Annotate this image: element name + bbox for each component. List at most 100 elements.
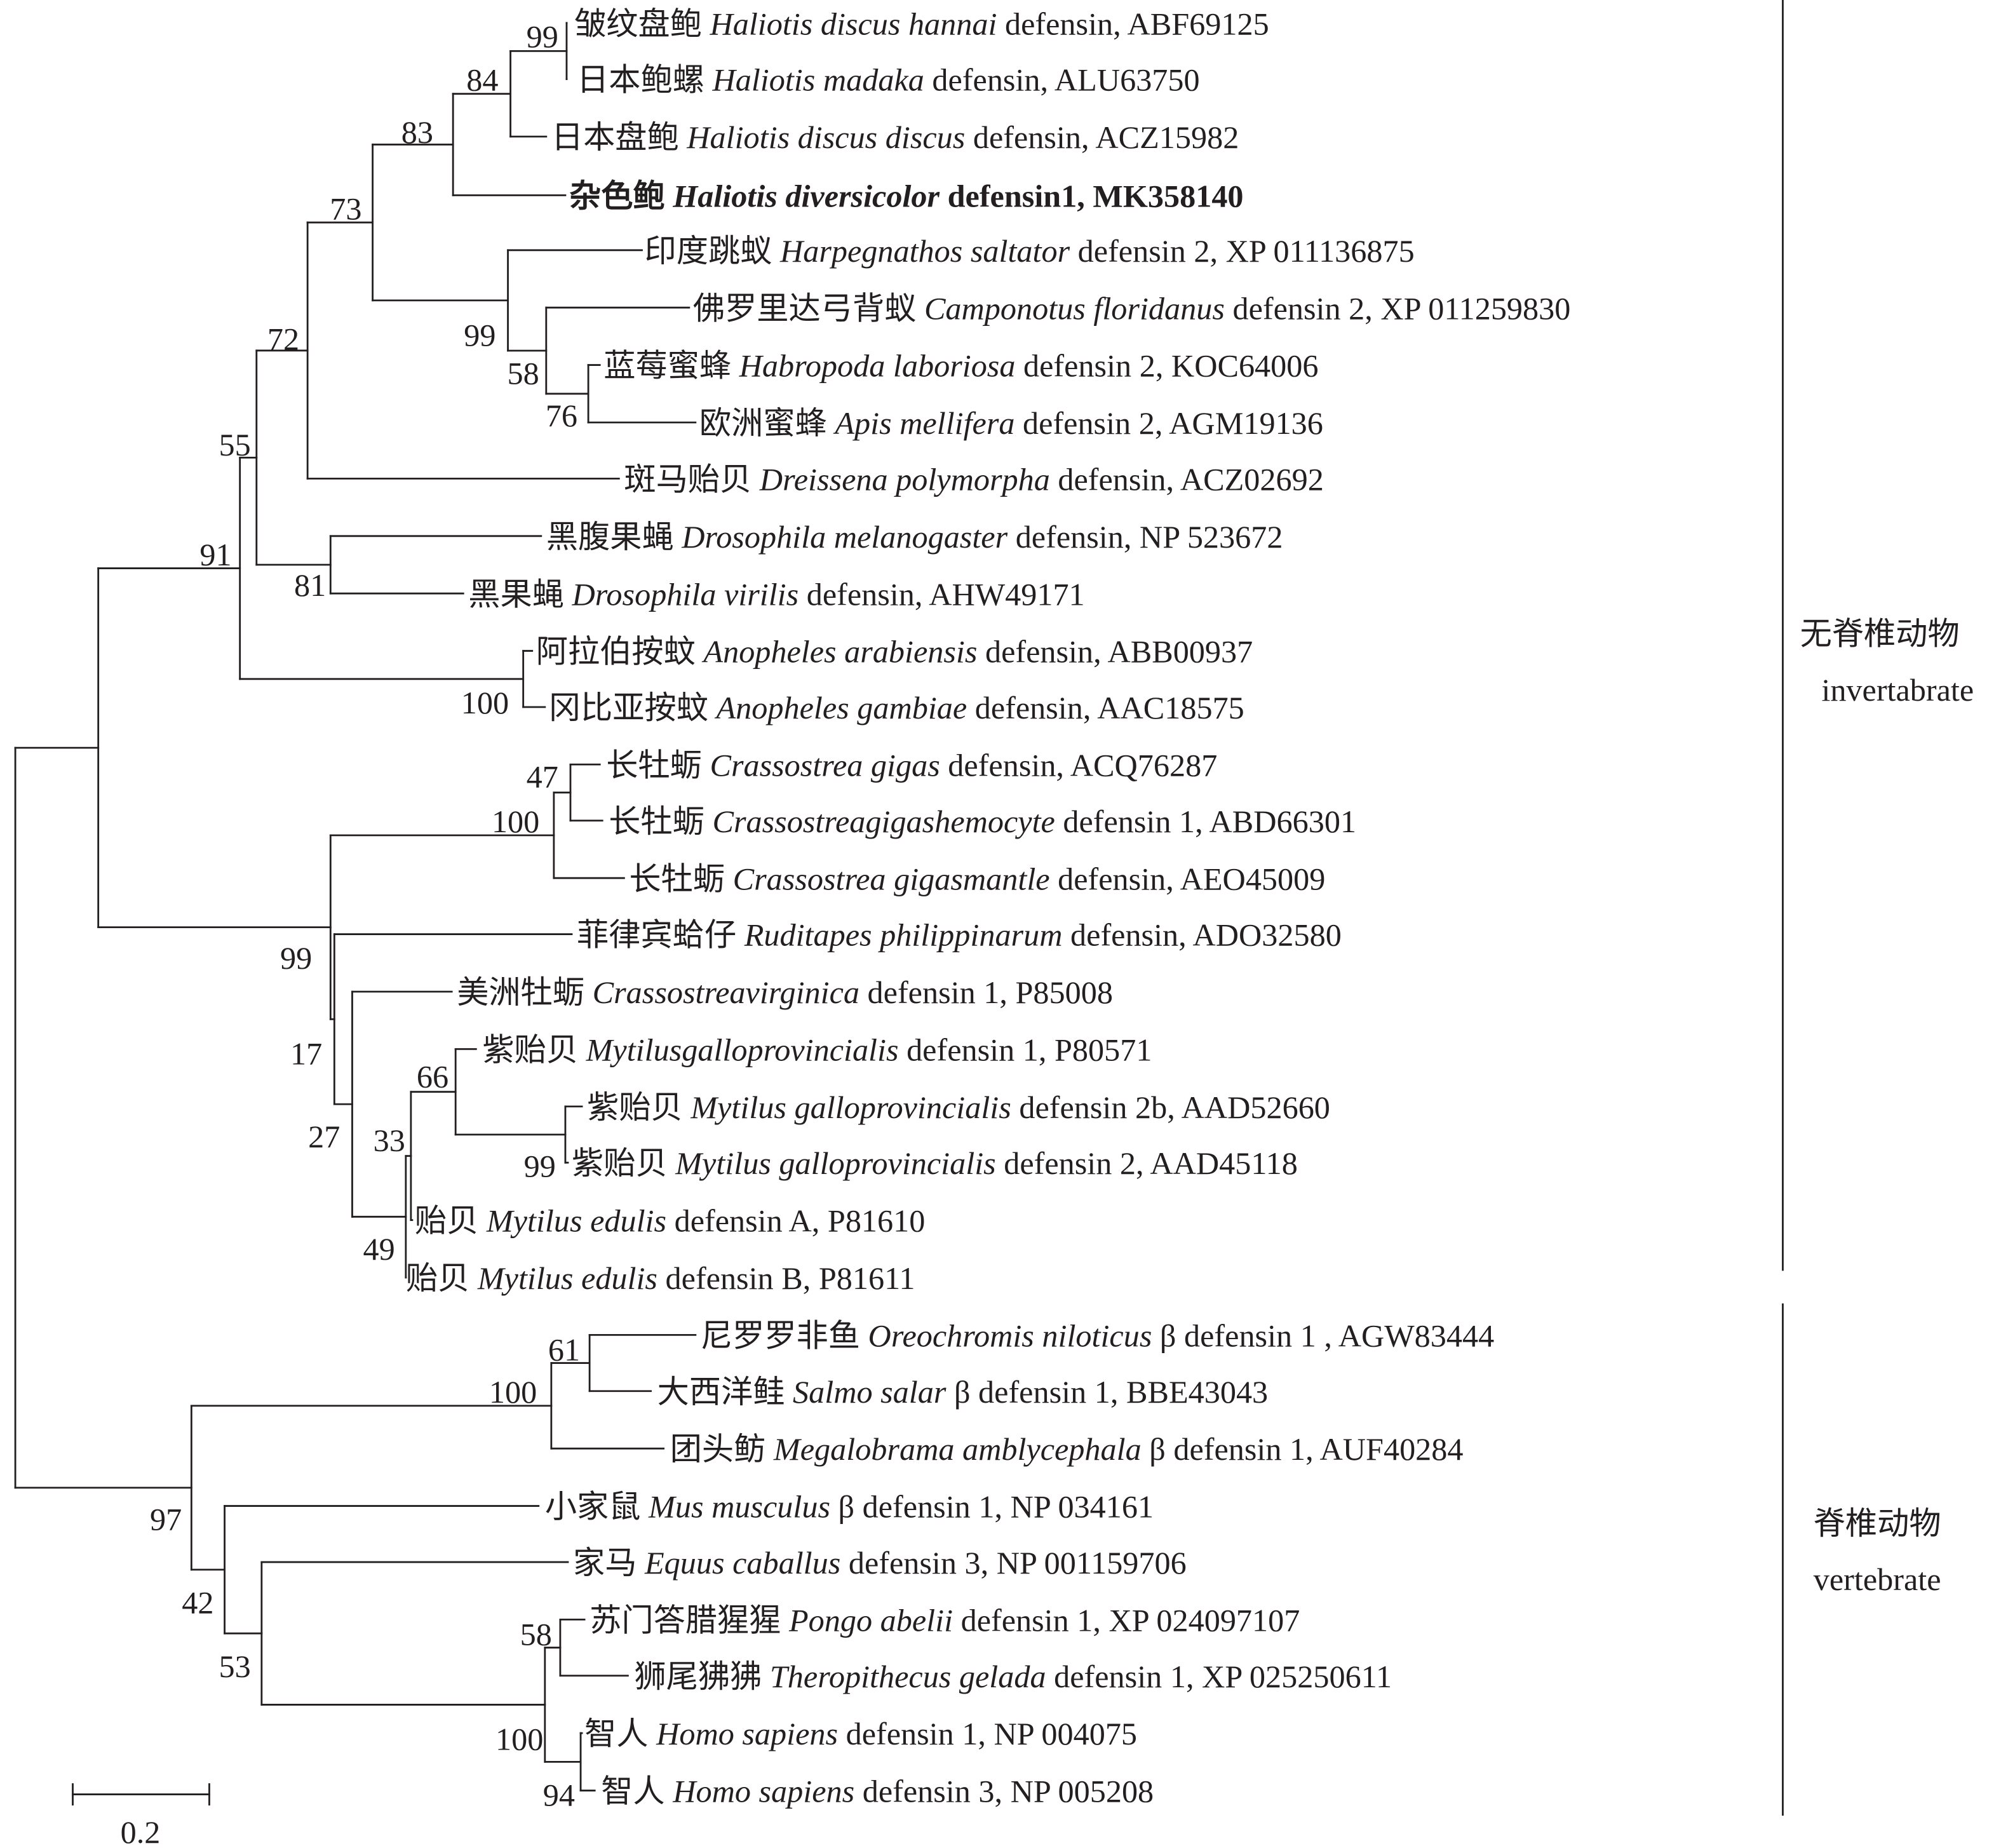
scale-bar-label: 0.2: [121, 1814, 161, 1848]
bootstrap-value-U: 17: [290, 1035, 322, 1071]
bootstrap-value-B: 84: [466, 62, 498, 98]
leaf-species-name: Pongo abelii: [788, 1602, 953, 1638]
leaf-label: 日本鲍螺 Haliotis madaka defensin, ALU63750: [577, 62, 1200, 98]
leaf-species-name: Haliotis discus hannai: [709, 6, 997, 41]
vertebrate-label-cn: 脊椎动物: [1814, 1506, 1941, 1541]
leaf-label: 皱纹盘鲍 Haliotis discus hannai defensin, AB…: [574, 6, 1269, 41]
leaf-label: 杂色鲍 Haliotis diversicolor defensin1, MK3…: [569, 178, 1244, 213]
bootstrap-value-E: 58: [508, 356, 539, 391]
bootstrap-value-X: 61: [548, 1332, 580, 1368]
leaf-species-name: Anopheles gambiae: [714, 690, 967, 725]
leaf-label: 菲律宾蛤仔 Ruditapes philippinarum defensin, …: [577, 917, 1342, 953]
leaf-description: defensin 3, NP 005208: [854, 1774, 1154, 1809]
leaf-description: defensin, ADO32580: [1062, 917, 1341, 953]
bootstrap-value-P: 99: [524, 1148, 556, 1184]
invertebrate-label-en: invertabrate: [1821, 672, 1974, 708]
leaf-species-name: Drosophila virilis: [571, 576, 798, 612]
leaf-common-name: 长牡蛎: [609, 804, 712, 839]
leaf-description: β defensin 1, BBE43043: [946, 1374, 1268, 1410]
bootstrap-value-F: 99: [464, 317, 495, 353]
leaf-description: defensin 2b, AAD52660: [1011, 1089, 1330, 1125]
leaf-species-name: Oreochromis niloticus: [868, 1318, 1152, 1353]
leaf-common-name: 贻贝: [406, 1260, 478, 1296]
leaf-label: 团头鲂 Megalobrama amblycephala β defensin …: [670, 1431, 1464, 1467]
leaf-common-name: 杂色鲍: [569, 178, 673, 213]
bootstrap-value-A: 99: [527, 18, 558, 54]
bootstrap-value-M: 47: [527, 759, 558, 795]
leaf-common-name: 小家鼠: [545, 1489, 649, 1525]
leaf-label: 日本盘鲍 Haliotis discus discus defensin, AC…: [551, 119, 1239, 155]
leaf-common-name: 紫贻贝: [482, 1032, 586, 1067]
leaf-common-name: 贻贝: [415, 1203, 487, 1239]
bootstrap-value-V: 99: [280, 940, 312, 976]
leaf-common-name: 家马: [573, 1545, 645, 1581]
leaf-species-name: Mytilus edulis: [486, 1203, 666, 1239]
leaf-label: 黑果蝇 Drosophila virilis defensin, AHW4917…: [468, 576, 1084, 612]
leaf-description: defensin, ABB00937: [977, 634, 1253, 670]
leaf-common-name: 团头鲂: [670, 1431, 774, 1467]
bootstrap-value-EE: 97: [150, 1502, 182, 1537]
leaf-label: 苏门答腊猩猩 Pongo abelii defensin 1, XP 02409…: [590, 1602, 1300, 1638]
leaf-common-name: 智人: [584, 1716, 656, 1751]
leaf-label: 印度跳蚁 Harpegnathos saltator defensin 2, X…: [645, 233, 1415, 269]
leaf-common-name: 阿拉伯按蚊: [536, 634, 704, 670]
leaf-description: defensin, ALU63750: [924, 62, 1200, 98]
leaf-species-name: Mytilus galloprovincialis: [690, 1089, 1011, 1125]
leaf-label: 长牡蛎 Crassostrea gigas defensin, ACQ76287: [606, 747, 1217, 783]
leaf-label: 斑马贻贝 Dreissena polymorpha defensin, ACZ0…: [624, 461, 1324, 497]
bootstrap-value-G: 73: [330, 191, 361, 227]
leaf-label: 智人 Homo sapiens defensin 3, NP 005208: [601, 1774, 1154, 1809]
bootstrap-value-CC: 53: [219, 1649, 251, 1684]
leaf-description: defensin 2, AAD45118: [996, 1145, 1298, 1181]
leaf-description: defensin, ACZ15982: [965, 119, 1239, 155]
vertebrate-group: 脊椎动物 vertebrate: [1782, 1303, 1941, 1816]
leaf-species-name: Salmo salar: [793, 1374, 947, 1410]
bootstrap-value-DD: 42: [182, 1584, 213, 1620]
leaf-description: defensin, ACQ76287: [940, 747, 1218, 783]
leaf-common-name: 长牡蛎: [606, 747, 710, 783]
leaf-species-name: Homo sapiens: [656, 1716, 838, 1751]
leaf-species-name: Camponotus floridanus: [924, 290, 1225, 326]
bootstrap-value-Z: 58: [520, 1617, 552, 1652]
leaf-common-name: 黑腹果蝇: [546, 519, 682, 555]
leaf-species-name: Homo sapiens: [672, 1774, 854, 1809]
bootstrap-value-K: 100: [461, 685, 509, 720]
leaf-label: 长牡蛎 Crassostreagigashemocyte defensin 1,…: [609, 804, 1356, 839]
leaf-label: 贻贝 Mytilus edulis defensin B, P81611: [406, 1260, 915, 1296]
leaf-common-name: 斑马贻贝: [624, 461, 759, 497]
leaf-common-name: 尼罗罗非鱼: [701, 1318, 868, 1353]
leaf-species-name: Drosophila melanogaster: [681, 519, 1007, 555]
bootstrap-value-T: 27: [308, 1119, 340, 1154]
leaf-common-name: 日本鲍螺: [577, 62, 712, 98]
leaf-label: 阿拉伯按蚊 Anopheles arabiensis defensin, ABB…: [536, 634, 1253, 670]
leaf-species-name: Crassostreagigashemocyte: [712, 804, 1054, 839]
leaf-label: 大西洋鲑 Salmo salar β defensin 1, BBE43043: [657, 1374, 1269, 1410]
leaf-description: defensin, AEO45009: [1050, 861, 1326, 896]
leaf-labels: 皱纹盘鲍 Haliotis discus hannai defensin, AB…: [406, 6, 1571, 1809]
leaf-common-name: 蓝莓蜜蜂: [603, 348, 739, 384]
scale-bar: 0.2: [72, 1783, 210, 1848]
leaf-species-name: Crassostreavirginica: [593, 975, 859, 1010]
leaf-common-name: 佛罗里达弓背蚁: [693, 290, 924, 326]
leaf-species-name: Dreissena polymorpha: [759, 461, 1050, 497]
leaf-common-name: 紫贻贝: [587, 1089, 691, 1125]
leaf-description: defensin A, P81610: [666, 1203, 925, 1239]
leaf-species-name: Crassostrea gigas: [710, 747, 940, 783]
leaf-description: defensin 3, NP 001159706: [840, 1545, 1186, 1581]
leaf-description: defensin 2, XP 011136875: [1070, 233, 1415, 269]
leaf-species-name: Theropithecus gelada: [770, 1659, 1046, 1694]
leaf-label: 黑腹果蝇 Drosophila melanogaster defensin, N…: [546, 519, 1283, 555]
leaf-common-name: 紫贻贝: [572, 1145, 675, 1181]
leaf-description: defensin 1, P80571: [899, 1032, 1152, 1067]
leaf-species-name: Mytilus edulis: [477, 1260, 657, 1296]
leaf-common-name: 欧洲蜜蜂: [699, 405, 835, 441]
leaf-species-name: Crassostrea gigasmantle: [733, 861, 1050, 896]
bootstrap-value-Y: 100: [489, 1374, 537, 1410]
leaf-description: defensin, ACZ02692: [1050, 461, 1324, 497]
leaf-species-name: Megalobrama amblycephala: [773, 1431, 1142, 1467]
leaf-species-name: Mytilusgalloprovincialis: [586, 1032, 899, 1067]
leaf-common-name: 大西洋鲑: [657, 1374, 793, 1410]
leaf-label: 贻贝 Mytilus edulis defensin A, P81610: [415, 1203, 925, 1239]
leaf-common-name: 冈比亚按蚊: [549, 690, 717, 725]
bootstrap-value-D: 76: [546, 398, 577, 433]
